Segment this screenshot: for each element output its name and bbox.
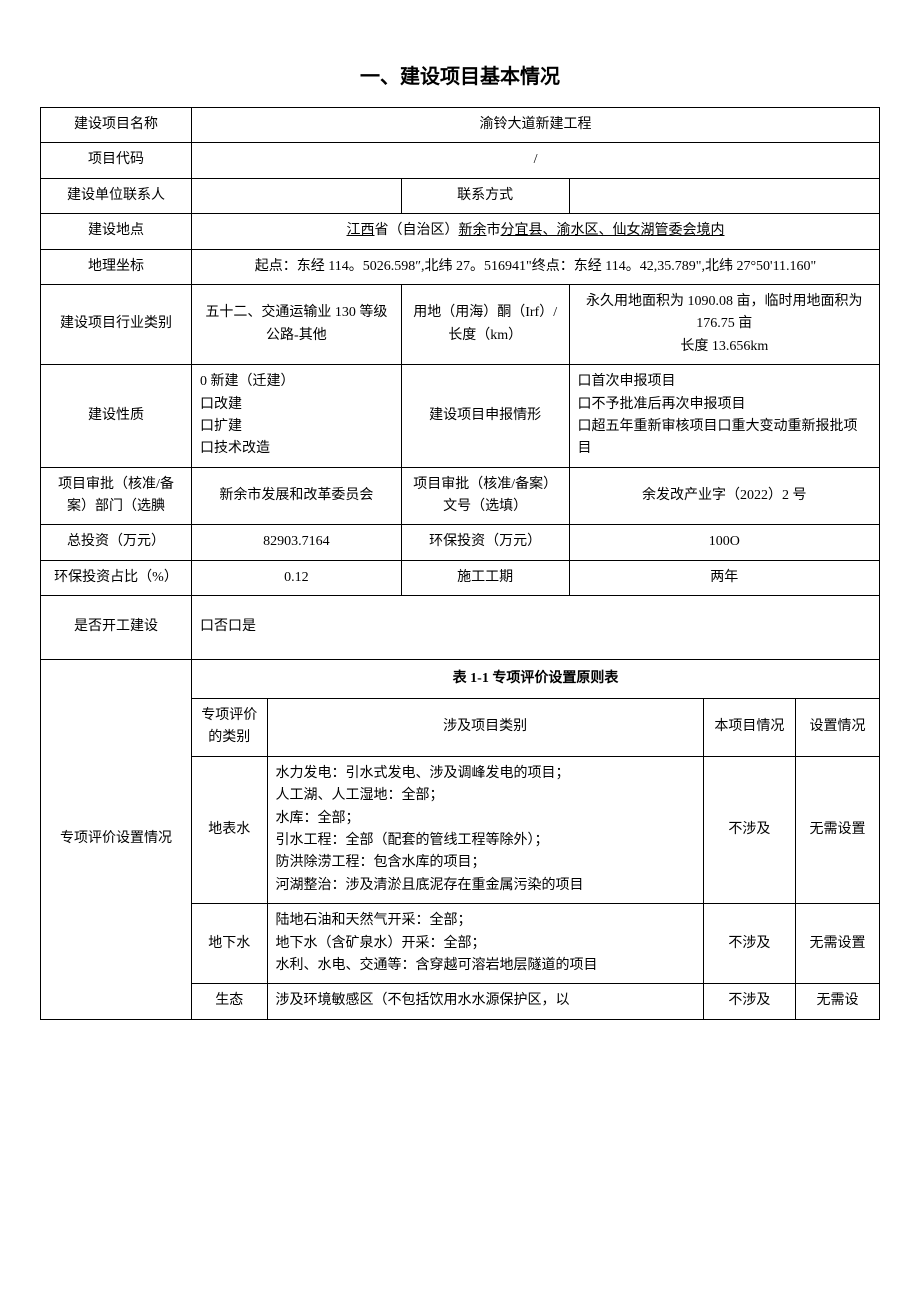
label-location: 建设地点 xyxy=(41,214,192,249)
value-project-name: 渝铃大道新建工程 xyxy=(192,108,880,143)
value-contact-method xyxy=(569,178,879,213)
label-started: 是否开工建设 xyxy=(41,596,192,659)
eval-status-1: 不涉及 xyxy=(703,904,795,984)
label-land: 用地（用海）酮（Irf）/长度（km） xyxy=(401,284,569,364)
value-investment: 82903.7164 xyxy=(192,525,402,560)
label-contact-method: 联系方式 xyxy=(401,178,569,213)
eval-proj-2: 涉及环境敏感区（不包括饮用水水源保护区，以 xyxy=(267,984,703,1019)
eval-cat-2: 生态 xyxy=(192,984,268,1019)
label-nature: 建设性质 xyxy=(41,365,192,468)
value-industry: 五十二、交通运输业 130 等级公路-其他 xyxy=(192,284,402,364)
value-approval-dept: 新余市发展和改革委员会 xyxy=(192,467,402,525)
eval-setting-2: 无需设 xyxy=(796,984,880,1019)
value-contact-person xyxy=(192,178,402,213)
label-env-ratio: 环保投资占比（%） xyxy=(41,560,192,595)
value-land: 永久用地面积为 1090.08 亩，临时用地面积为 176.75 亩 长度 13… xyxy=(569,284,879,364)
label-report-type: 建设项目申报情形 xyxy=(401,365,569,468)
eval-setting-1: 无需设置 xyxy=(796,904,880,984)
loc-t1: 省（自治区） xyxy=(375,223,459,238)
label-industry: 建设项目行业类别 xyxy=(41,284,192,364)
eval-setting-0: 无需设置 xyxy=(796,756,880,903)
value-env-investment: 100O xyxy=(569,525,879,560)
main-table: 建设项目名称 渝铃大道新建工程 项目代码 / 建设单位联系人 联系方式 建设地点… xyxy=(40,107,880,1020)
table-row: 是否开工建设 口否口是 xyxy=(41,596,880,659)
value-report-type: 口首次申报项目 口不予批准后再次申报项目 口超五年重新审核项目口重大变动重新报批… xyxy=(569,365,879,468)
label-approval-dept: 项目审批（核准/备案）部门（选腆 xyxy=(41,467,192,525)
label-contact-person: 建设单位联系人 xyxy=(41,178,192,213)
header-eval-setting: 设置情况 xyxy=(796,699,880,757)
label-approval-no: 项目审批（核准/备案）文号（选填） xyxy=(401,467,569,525)
table-row: 总投资（万元） 82903.7164 环保投资（万元） 100O xyxy=(41,525,880,560)
header-eval-cat: 专项评价的类别 xyxy=(192,699,268,757)
table-row: 地理坐标 起点：东经 114。5026.598″,北纬 27。516941"终点… xyxy=(41,249,880,284)
special-eval-title: 表 1-1 专项评价设置原则表 xyxy=(192,659,880,698)
loc-city: 新余 xyxy=(459,223,487,238)
label-coords: 地理坐标 xyxy=(41,249,192,284)
table-row: 专项评价设置情况 表 1-1 专项评价设置原则表 xyxy=(41,659,880,698)
value-location: 江西省（自治区）新余市分宜县、渝水区、仙女湖管委会境内 xyxy=(192,214,880,249)
table-row: 建设项目行业类别 五十二、交通运输业 130 等级公路-其他 用地（用海）酮（I… xyxy=(41,284,880,364)
value-nature: 0 新建（迁建） 口改建 口扩建 口技术改造 xyxy=(192,365,402,468)
eval-status-2: 不涉及 xyxy=(703,984,795,1019)
eval-status-0: 不涉及 xyxy=(703,756,795,903)
table-row: 建设单位联系人 联系方式 xyxy=(41,178,880,213)
loc-province: 江西 xyxy=(347,223,375,238)
label-project-name: 建设项目名称 xyxy=(41,108,192,143)
label-special-eval: 专项评价设置情况 xyxy=(41,659,192,1019)
loc-t2: 市 xyxy=(487,223,501,238)
table-row: 项目代码 / xyxy=(41,143,880,178)
header-eval-proj: 涉及项目类别 xyxy=(267,699,703,757)
value-duration: 两年 xyxy=(569,560,879,595)
table-row: 项目审批（核准/备案）部门（选腆 新余市发展和改革委员会 项目审批（核准/备案）… xyxy=(41,467,880,525)
table-row: 建设地点 江西省（自治区）新余市分宜县、渝水区、仙女湖管委会境内 xyxy=(41,214,880,249)
eval-cat-1: 地下水 xyxy=(192,904,268,984)
header-eval-status: 本项目情况 xyxy=(703,699,795,757)
page-title: 一、建设项目基本情况 xyxy=(40,60,880,89)
value-project-code: / xyxy=(192,143,880,178)
label-env-investment: 环保投资（万元） xyxy=(401,525,569,560)
label-investment: 总投资（万元） xyxy=(41,525,192,560)
value-env-ratio: 0.12 xyxy=(192,560,402,595)
value-started: 口否口是 xyxy=(192,596,880,659)
eval-proj-1: 陆地石油和天然气开采：全部； 地下水（含矿泉水）开采：全部； 水利、水电、交通等… xyxy=(267,904,703,984)
label-project-code: 项目代码 xyxy=(41,143,192,178)
value-coords: 起点：东经 114。5026.598″,北纬 27。516941"终点：东经 1… xyxy=(192,249,880,284)
label-duration: 施工工期 xyxy=(401,560,569,595)
value-approval-no: 余发改产业字（2022）2 号 xyxy=(569,467,879,525)
eval-proj-0: 水力发电：引水式发电、涉及调峰发电的项目； 人工湖、人工湿地：全部； 水库：全部… xyxy=(267,756,703,903)
table-row: 建设性质 0 新建（迁建） 口改建 口扩建 口技术改造 建设项目申报情形 口首次… xyxy=(41,365,880,468)
table-row: 环保投资占比（%） 0.12 施工工期 两年 xyxy=(41,560,880,595)
loc-county: 分宜县、渝水区、仙女湖管委会境内 xyxy=(501,223,725,238)
table-row: 建设项目名称 渝铃大道新建工程 xyxy=(41,108,880,143)
eval-cat-0: 地表水 xyxy=(192,756,268,903)
